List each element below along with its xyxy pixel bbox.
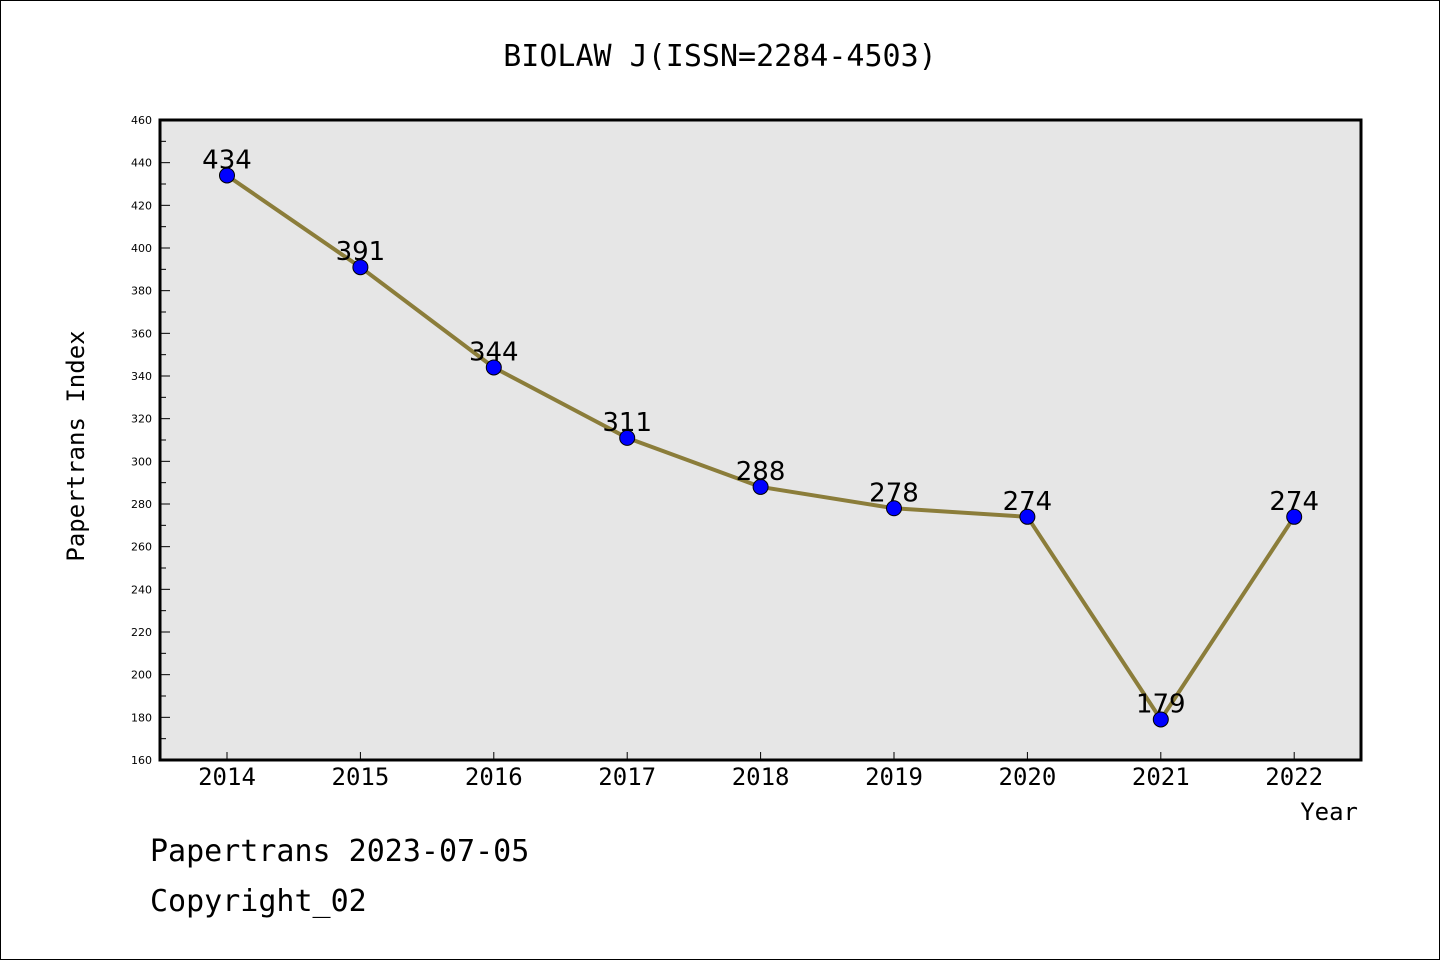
y-tick-label: 260 <box>131 541 152 554</box>
y-axis: 160 180 200 220 240 260 280 300 320 340 360 380 400 4… <box>131 114 170 767</box>
y-tick-label: 200 <box>131 669 152 682</box>
data-label: 311 <box>602 408 652 438</box>
y-tick-label: 220 <box>131 626 152 639</box>
y-axis-label: Papertrans Index <box>62 330 90 561</box>
data-label: 434 <box>202 145 252 175</box>
y-tick-label: 360 <box>131 327 152 340</box>
data-label: 344 <box>469 337 519 367</box>
data-point <box>485 359 502 376</box>
y-tick-label: 440 <box>131 157 152 170</box>
y-tick-label: 160 <box>131 754 152 767</box>
footer-copyright: Copyright_02 <box>150 884 367 919</box>
data-point <box>752 478 769 495</box>
data-point <box>352 259 369 276</box>
x-tick-label: 2017 <box>598 763 656 791</box>
y-tick-label: 460 <box>131 114 152 127</box>
y-tick-label: 400 <box>131 242 152 255</box>
x-axis: 2014 2015 2016 2017 2018 2019 2020 2021 2022 <box>198 752 1323 791</box>
y-tick-label: 380 <box>131 285 152 298</box>
x-axis-label: Year <box>1300 798 1358 826</box>
data-point <box>219 167 235 184</box>
data-labels: 434 391 344 311 288 278 274 179 274 <box>202 145 1319 719</box>
data-point <box>619 429 636 446</box>
data-label: 391 <box>336 237 386 267</box>
plot-area <box>158 118 1363 762</box>
x-tick-label: 2016 <box>465 763 523 791</box>
x-tick-label: 2018 <box>732 763 790 791</box>
series <box>219 167 1303 728</box>
y-tick-label: 240 <box>131 583 152 596</box>
data-label: 274 <box>1003 487 1053 517</box>
data-point <box>1152 711 1169 728</box>
x-tick-label: 2019 <box>865 763 923 791</box>
x-tick-label: 2020 <box>999 763 1057 791</box>
y-tick-label: 340 <box>131 370 152 383</box>
data-point <box>1019 508 1036 525</box>
data-point <box>886 500 902 517</box>
data-label: 278 <box>869 478 919 508</box>
data-point <box>1286 508 1303 525</box>
chart-title: BIOLAW J(ISSN=2284-4503) <box>503 39 936 74</box>
x-tick-label: 2022 <box>1265 763 1323 791</box>
data-label: 288 <box>736 457 786 487</box>
footer-date: Papertrans 2023-07-05 <box>150 834 530 869</box>
data-label: 179 <box>1136 689 1186 719</box>
y-tick-label: 420 <box>131 199 152 212</box>
y-tick-label: 280 <box>131 498 152 511</box>
y-tick-label: 300 <box>131 455 152 468</box>
x-tick-label: 2014 <box>198 763 256 791</box>
x-tick-label: 2021 <box>1132 763 1190 791</box>
y-tick-label: 320 <box>131 413 152 426</box>
y-tick-label: 180 <box>131 711 152 724</box>
x-tick-label: 2015 <box>332 763 390 791</box>
data-label: 274 <box>1269 487 1319 517</box>
